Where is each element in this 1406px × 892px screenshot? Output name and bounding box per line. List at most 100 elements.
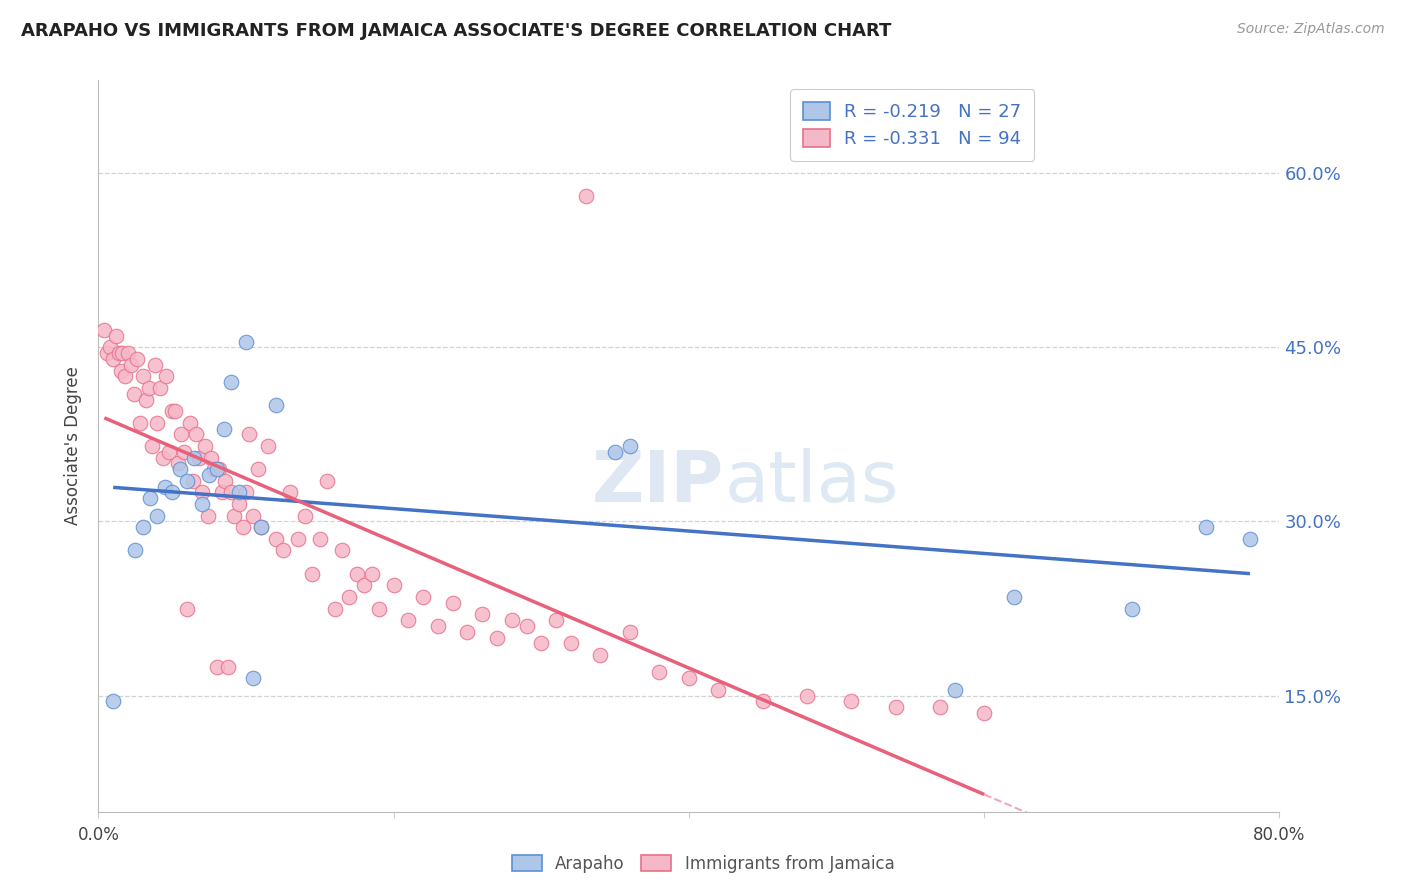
Point: [152, 450, 174, 465]
Point: [560, 636, 582, 650]
Point: [973, 706, 995, 720]
Point: [271, 543, 294, 558]
Point: [162, 404, 183, 418]
Point: [173, 445, 195, 459]
Point: [212, 421, 235, 435]
Point: [167, 457, 190, 471]
Point: [530, 636, 553, 650]
Point: [146, 508, 169, 523]
Point: [486, 631, 509, 645]
Point: [224, 508, 246, 523]
Legend: R = -0.219   N = 27, R = -0.331   N = 94: R = -0.219 N = 27, R = -0.331 N = 94: [790, 89, 1035, 161]
Point: [198, 468, 221, 483]
Point: [943, 682, 966, 697]
Point: [471, 607, 494, 622]
Point: [184, 427, 207, 442]
Point: [246, 462, 269, 476]
Point: [170, 427, 193, 442]
Point: [619, 624, 641, 639]
Point: [194, 439, 217, 453]
Point: [516, 619, 538, 633]
Point: [138, 381, 160, 395]
Point: [546, 613, 568, 627]
Point: [412, 590, 434, 604]
Point: [221, 375, 243, 389]
Point: [191, 485, 214, 500]
Point: [117, 346, 139, 360]
Point: [360, 566, 382, 581]
Point: [93, 323, 115, 337]
Y-axis label: Associate's Degree: Associate's Degree: [65, 367, 83, 525]
Point: [368, 601, 391, 615]
Text: atlas: atlas: [724, 448, 898, 517]
Point: [619, 439, 641, 453]
Point: [280, 485, 302, 500]
Point: [316, 474, 339, 488]
Text: ZIP: ZIP: [592, 448, 724, 517]
Point: [208, 462, 231, 476]
Point: [191, 497, 214, 511]
Point: [575, 189, 598, 203]
Point: [346, 566, 368, 581]
Point: [294, 508, 316, 523]
Point: [98, 340, 121, 354]
Point: [678, 671, 700, 685]
Point: [125, 351, 148, 366]
Point: [398, 613, 420, 627]
Point: [176, 601, 198, 615]
Point: [187, 450, 209, 465]
Point: [120, 358, 142, 372]
Point: [221, 485, 243, 500]
Point: [176, 474, 198, 488]
Point: [242, 508, 264, 523]
Text: Source: ZipAtlas.com: Source: ZipAtlas.com: [1237, 22, 1385, 37]
Point: [114, 369, 136, 384]
Point: [155, 369, 177, 384]
Point: [228, 497, 250, 511]
Point: [264, 532, 287, 546]
Point: [205, 462, 228, 476]
Point: [103, 351, 125, 366]
Text: 80.0%: 80.0%: [1253, 826, 1306, 844]
Point: [108, 346, 131, 360]
Point: [217, 659, 239, 673]
Text: ARAPAHO VS IMMIGRANTS FROM JAMAICA ASSOCIATE'S DEGREE CORRELATION CHART: ARAPAHO VS IMMIGRANTS FROM JAMAICA ASSOC…: [21, 22, 891, 40]
Point: [242, 671, 264, 685]
Point: [153, 480, 176, 494]
Point: [141, 439, 163, 453]
Point: [128, 416, 150, 430]
Point: [181, 474, 204, 488]
Point: [648, 665, 671, 680]
Point: [135, 392, 157, 407]
Point: [589, 648, 612, 662]
Point: [157, 445, 180, 459]
Point: [110, 363, 132, 377]
Point: [211, 485, 233, 500]
Point: [165, 404, 187, 418]
Point: [1239, 532, 1261, 546]
Point: [124, 543, 146, 558]
Point: [1195, 520, 1218, 534]
Point: [235, 485, 257, 500]
Point: [179, 416, 201, 430]
Text: 0.0%: 0.0%: [77, 826, 120, 844]
Point: [139, 491, 162, 506]
Point: [796, 689, 818, 703]
Point: [309, 532, 332, 546]
Point: [323, 601, 346, 615]
Point: [330, 543, 353, 558]
Point: [707, 682, 730, 697]
Point: [105, 328, 128, 343]
Point: [103, 694, 125, 708]
Point: [339, 590, 361, 604]
Point: [132, 520, 155, 534]
Point: [132, 369, 155, 384]
Point: [111, 346, 134, 360]
Point: [250, 520, 273, 534]
Point: [250, 520, 273, 534]
Point: [884, 700, 907, 714]
Point: [264, 398, 287, 412]
Point: [382, 578, 405, 592]
Point: [752, 694, 775, 708]
Point: [605, 445, 627, 459]
